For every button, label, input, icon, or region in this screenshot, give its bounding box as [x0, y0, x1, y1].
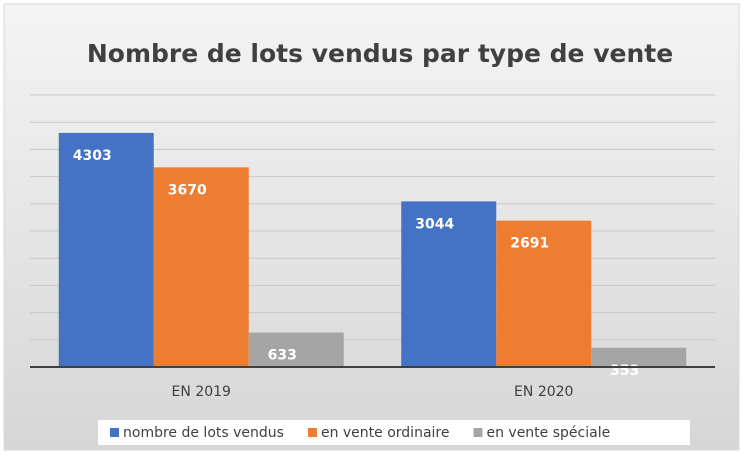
data-label: 3044 [415, 216, 454, 232]
legend-swatch [473, 428, 483, 437]
data-label: 633 [268, 348, 297, 364]
legend-label: nombre de lots vendus [123, 425, 284, 441]
legend-box [98, 420, 690, 445]
chart-title: Nombre de lots vendus par type de vente [87, 39, 673, 68]
bar [496, 220, 592, 367]
bar [401, 201, 497, 367]
data-label: 3670 [168, 182, 207, 198]
data-label: 4303 [73, 148, 112, 164]
legend-swatch [110, 428, 119, 437]
legend-label: en vente spéciale [486, 425, 610, 441]
legend-swatch [307, 428, 317, 437]
bar [58, 132, 154, 367]
bar [153, 167, 249, 367]
data-label: 353 [610, 363, 639, 379]
bar [248, 332, 344, 367]
legend-label: en vente ordinaire [321, 425, 450, 441]
data-label: 2691 [510, 236, 549, 252]
x-tick-label: EN 2020 [514, 384, 573, 400]
x-tick-label: EN 2019 [172, 384, 231, 400]
bar [591, 347, 687, 367]
